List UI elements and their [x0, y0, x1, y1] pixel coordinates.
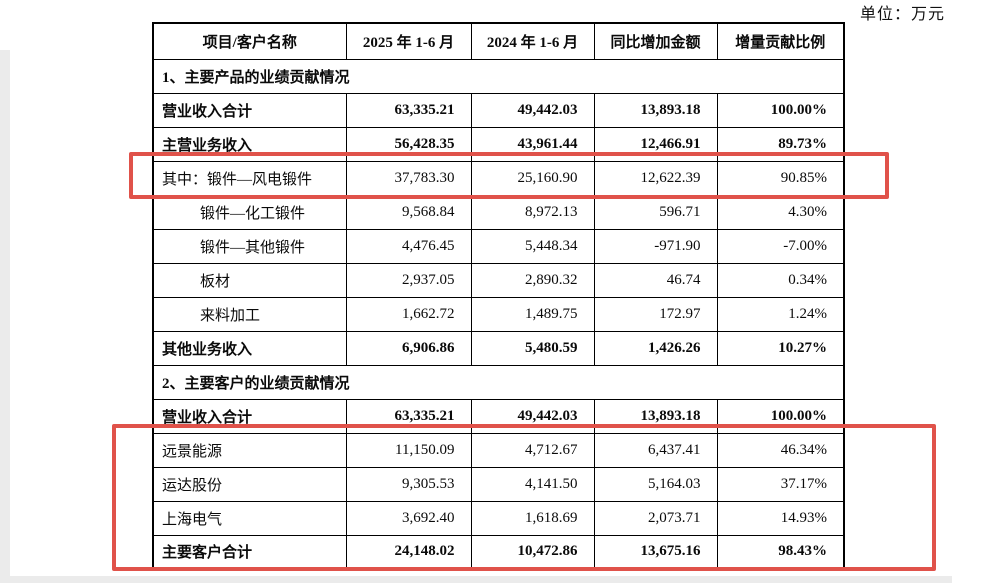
item-name-cell: 锻件—化工锻件	[152, 194, 347, 230]
section-label: 2、主要客户的业绩贡献情况	[152, 364, 845, 400]
item-name-cell: 主营业务收入	[152, 126, 347, 162]
table-row: 板材 2,937.05 2,890.32 46.74 0.34%	[152, 262, 845, 298]
value-cell: 596.71	[593, 194, 718, 230]
section-row: 1、主要产品的业绩贡献情况	[152, 58, 845, 94]
unit-label: 单位：万元	[859, 6, 945, 23]
value-cell: 8,972.13	[470, 194, 595, 230]
value-cell: 89.73%	[716, 126, 845, 162]
value-cell: 9,305.53	[345, 466, 472, 502]
table-row: 其他业务收入 6,906.86 5,480.59 1,426.26 10.27%	[152, 330, 845, 366]
value-cell: 24,148.02	[345, 534, 472, 570]
item-name-cell: 板材	[152, 262, 347, 298]
value-cell: 1,618.69	[470, 500, 595, 536]
value-cell: 6,906.86	[345, 330, 472, 366]
value-cell: 4,476.45	[345, 228, 472, 264]
value-cell: 10.27%	[716, 330, 845, 366]
value-cell: 1,489.75	[470, 296, 595, 332]
table-row: 主要客户合计 24,148.02 10,472.86 13,675.16 98.43%	[152, 534, 845, 570]
value-cell: 4,712.67	[470, 432, 595, 468]
header-row: 项目/客户名称 2025 年 1-6 月 2024 年 1-6 月同比增加金额 增量贡…	[152, 22, 845, 60]
header-cell: 增量贡献比例	[716, 22, 845, 60]
value-cell: 5,480.59	[470, 330, 595, 366]
table-row: 主营业务收入 56,428.35 43,961.44 12,466.91 89.73%	[152, 126, 845, 162]
item-name-cell: 来料加工	[152, 296, 347, 332]
value-cell: 5,164.03	[593, 466, 718, 502]
item-name-cell: 运达股份	[152, 466, 347, 502]
value-cell: 12,466.91	[593, 126, 718, 162]
value-cell: 1,426.26	[593, 330, 718, 366]
value-cell: 2,937.05	[345, 262, 472, 298]
value-cell: 9,568.84	[345, 194, 472, 230]
value-cell: 11,150.09	[345, 432, 472, 468]
value-cell: 2,073.71	[593, 500, 718, 536]
value-cell: 100.00%	[716, 398, 845, 434]
value-cell: 2,890.32	[470, 262, 595, 298]
page-edge-left	[0, 50, 10, 583]
value-cell: 63,335.21	[345, 92, 472, 128]
section-label: 1、主要产品的业绩贡献情况	[152, 58, 845, 94]
financial-table: 项目/客户名称 2025 年 1-6 月 2024 年 1-6 月同比增加金额 增量贡…	[152, 22, 845, 570]
table-row: 来料加工 1,662.72 1,489.75 172.97 1.24%	[152, 296, 845, 332]
value-cell: 90.85%	[716, 160, 845, 196]
value-cell: 3,692.40	[345, 500, 472, 536]
value-cell: 49,442.03	[470, 92, 595, 128]
value-cell: 6,437.41	[593, 432, 718, 468]
value-cell: 0.34%	[716, 262, 845, 298]
item-name-cell: 远景能源	[152, 432, 347, 468]
value-cell: 98.43%	[716, 534, 845, 570]
value-cell: 37.17%	[716, 466, 845, 502]
table-row: 锻件—化工锻件 9,568.84 8,972.13 596.71 4.30%	[152, 194, 845, 230]
table-row: 上海电气 3,692.40 1,618.69 2,073.71 14.93%	[152, 500, 845, 536]
header-cell: 2024 年 1-6 月	[470, 22, 595, 60]
value-cell: -7.00%	[716, 228, 845, 264]
value-cell: 172.97	[593, 296, 718, 332]
value-cell: 63,335.21	[345, 398, 472, 434]
value-cell: 10,472.86	[470, 534, 595, 570]
value-cell: 1.24%	[716, 296, 845, 332]
value-cell: 25,160.90	[470, 160, 595, 196]
table-row: 营业收入合计 63,335.21 49,442.03 13,893.18 100.00%	[152, 92, 845, 128]
item-name-cell: 主要客户合计	[152, 534, 347, 570]
value-cell: -971.90	[593, 228, 718, 264]
value-cell: 37,783.30	[345, 160, 472, 196]
value-cell: 12,622.39	[593, 160, 718, 196]
value-cell: 14.93%	[716, 500, 845, 536]
value-cell: 13,893.18	[593, 398, 718, 434]
value-cell: 56,428.35	[345, 126, 472, 162]
value-cell: 43,961.44	[470, 126, 595, 162]
table-row: 营业收入合计 63,335.21 49,442.03 13,893.18 100.00%	[152, 398, 845, 434]
item-name-cell: 上海电气	[152, 500, 347, 536]
value-cell: 46.34%	[716, 432, 845, 468]
table-row: 其中：锻件—风电锻件 37,783.30 25,160.90 12,622.39 90.…	[152, 160, 845, 196]
value-cell: 5,448.34	[470, 228, 595, 264]
item-name-cell: 营业收入合计	[152, 92, 347, 128]
table-row: 运达股份 9,305.53 4,141.50 5,164.03 37.17%	[152, 466, 845, 502]
item-name-cell: 锻件—其他锻件	[152, 228, 347, 264]
table-row: 锻件—其他锻件 4,476.45 5,448.34 -971.90 -7.00%	[152, 228, 845, 264]
header-cell: 项目/客户名称	[152, 22, 347, 60]
table-body: 1、主要产品的业绩贡献情况 营业收入合计 63,335.21 49,442.03 13,…	[152, 58, 845, 570]
value-cell: 100.00%	[716, 92, 845, 128]
value-cell: 46.74	[593, 262, 718, 298]
value-cell: 1,662.72	[345, 296, 472, 332]
table-header: 项目/客户名称 2025 年 1-6 月 2024 年 1-6 月同比增加金额 增量贡…	[152, 22, 845, 60]
value-cell: 4,141.50	[470, 466, 595, 502]
header-cell: 2025 年 1-6 月	[345, 22, 472, 60]
table-row: 远景能源 11,150.09 4,712.67 6,437.41 46.34%	[152, 432, 845, 468]
header-cell: 同比增加金额	[593, 22, 718, 60]
value-cell: 13,893.18	[593, 92, 718, 128]
value-cell: 49,442.03	[470, 398, 595, 434]
item-name-cell: 营业收入合计	[152, 398, 347, 434]
value-cell: 4.30%	[716, 194, 845, 230]
section-row: 2、主要客户的业绩贡献情况	[152, 364, 845, 400]
item-name-cell: 其他业务收入	[152, 330, 347, 366]
item-name-cell: 其中：锻件—风电锻件	[152, 160, 347, 196]
page-edge-bottom	[0, 576, 952, 583]
value-cell: 13,675.16	[593, 534, 718, 570]
